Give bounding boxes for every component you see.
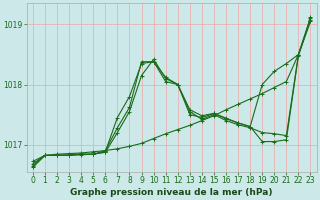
X-axis label: Graphe pression niveau de la mer (hPa): Graphe pression niveau de la mer (hPa) xyxy=(70,188,273,197)
